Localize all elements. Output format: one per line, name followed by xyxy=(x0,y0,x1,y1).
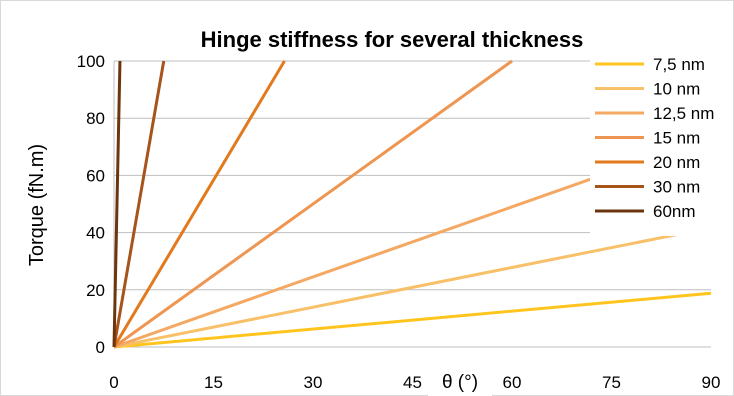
legend-background xyxy=(590,56,720,236)
series-line xyxy=(113,226,712,349)
series-line xyxy=(112,60,166,348)
x-tick-label: 75 xyxy=(602,373,621,392)
x-tick-label: 60 xyxy=(503,373,522,392)
x-tick-label: 45 xyxy=(403,373,422,392)
x-tick-label: 30 xyxy=(304,373,323,392)
x-tick-label: 15 xyxy=(204,373,223,392)
series-line xyxy=(113,291,712,349)
legend-entry: 12,5 nm xyxy=(653,104,714,123)
legend-entry: 15 nm xyxy=(653,129,700,148)
y-tick-labels: 0 20 40 60 80 100 xyxy=(77,52,105,357)
chart-title: Hinge stiffness for several thickness xyxy=(201,27,584,52)
y-tick-label: 60 xyxy=(86,166,105,185)
y-tick-label: 100 xyxy=(77,52,105,71)
y-axis-label: Torque (fN.m) xyxy=(26,144,48,266)
legend-entry: 7,5 nm xyxy=(653,55,705,74)
y-tick-label: 0 xyxy=(96,338,105,357)
x-tick-label: 90 xyxy=(702,373,721,392)
legend-entry: 60nm xyxy=(653,202,696,221)
legend: 7,5 nm 10 nm 12,5 nm 15 nm 20 nm 30 nm 60nm xyxy=(595,55,714,221)
legend-entry: 10 nm xyxy=(653,80,700,99)
series-line xyxy=(112,60,286,348)
series-line xyxy=(113,59,513,349)
x-tick-label: 0 xyxy=(109,373,118,392)
x-axis-label-background xyxy=(428,370,492,396)
y-tick-label: 40 xyxy=(86,224,105,243)
y-tick-label: 80 xyxy=(86,109,105,128)
legend-entry: 30 nm xyxy=(653,178,700,197)
y-tick-label: 20 xyxy=(86,281,105,300)
series-line xyxy=(112,60,122,348)
legend-entry: 20 nm xyxy=(653,153,700,172)
x-axis-label: θ (°) xyxy=(442,372,478,393)
x-tick-labels: 0 15 30 45 60 75 90 xyxy=(109,373,720,392)
